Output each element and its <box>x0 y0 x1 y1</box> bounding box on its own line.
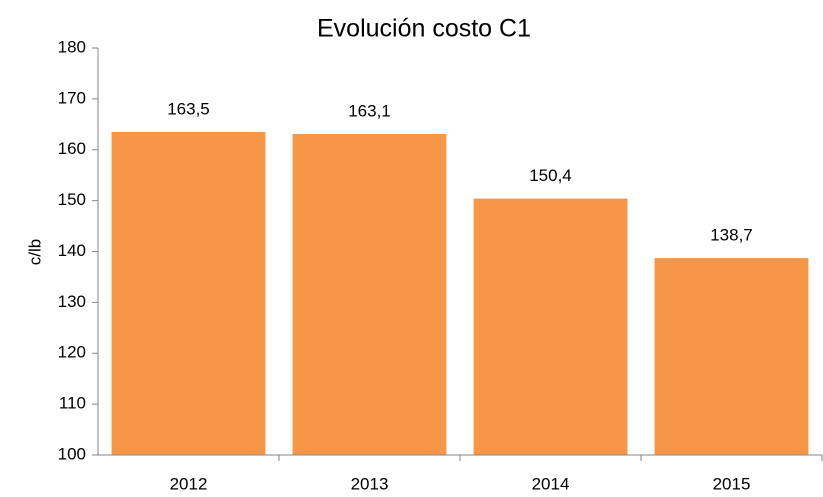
x-tick-label: 2014 <box>532 474 570 493</box>
y-axis-label: c/lb <box>25 239 44 265</box>
value-label: 163,5 <box>167 99 210 118</box>
y-tick-label: 130 <box>58 292 86 311</box>
bar <box>111 131 266 455</box>
y-tick-label: 170 <box>58 88 86 107</box>
value-label: 150,4 <box>529 166 572 185</box>
y-tick-label: 150 <box>58 190 86 209</box>
y-tick-label: 180 <box>58 37 86 56</box>
x-tick-label: 2013 <box>351 474 389 493</box>
x-tick-label: 2015 <box>713 474 751 493</box>
y-tick-label: 140 <box>58 241 86 260</box>
bar <box>473 198 628 455</box>
value-label: 138,7 <box>710 226 753 245</box>
y-tick-label: 120 <box>58 343 86 362</box>
y-tick-label: 100 <box>58 444 86 463</box>
chart-title: Evolución costo C1 <box>317 15 531 43</box>
x-tick-label: 2012 <box>170 474 208 493</box>
y-tick-label: 110 <box>59 394 86 413</box>
bar <box>292 133 447 455</box>
bar <box>654 258 809 455</box>
y-tick-label: 160 <box>58 139 86 158</box>
value-label: 163,1 <box>348 101 391 120</box>
